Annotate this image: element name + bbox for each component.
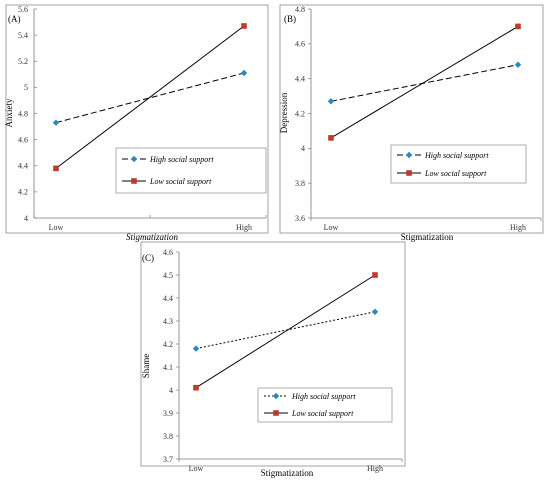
y-axis-label: Anxiety: [4, 98, 14, 127]
legend-marker-1: [406, 170, 412, 176]
y-tick-label: 5.6: [18, 5, 28, 14]
data-point-1: [515, 23, 521, 30]
y-tick-label: 4.3: [163, 317, 173, 326]
y-tick-label: 5.4: [18, 31, 28, 40]
data-point-1: [328, 135, 334, 141]
legend-label-1: Low social support: [424, 169, 487, 178]
chart-frame: [5, 4, 269, 234]
legend-marker-0: [272, 392, 280, 400]
legend-marker-1: [131, 178, 137, 184]
y-tick-label: 4.8: [295, 5, 305, 14]
y-tick-label: 4.1: [163, 363, 173, 372]
legend-label-0: High social support: [149, 155, 214, 164]
y-tick-label: 4.4: [18, 162, 28, 171]
y-tick-label: 4.6: [295, 40, 305, 49]
y-tick-label: 4.4: [163, 294, 173, 303]
data-point-0: [52, 119, 60, 126]
x-axis-label: Stigmatization: [126, 232, 179, 242]
legend-label-0: High social support: [291, 392, 356, 401]
y-tick-label: 4: [169, 386, 173, 395]
chart-frame: [279, 4, 544, 234]
y-tick-label: 4.6: [163, 248, 173, 257]
data-point-1: [53, 165, 59, 172]
legend-box: [390, 144, 527, 184]
data-point-0: [327, 98, 335, 105]
y-tick-label: 5: [24, 83, 28, 92]
y-tick-label: 4: [301, 144, 305, 153]
x-axis-label: Stigmatization: [401, 232, 454, 242]
y-axis-label: Depression: [279, 92, 289, 133]
x-tick-label: High: [236, 223, 252, 232]
x-tick-label: High: [510, 223, 526, 232]
legend-label-1: Low social support: [149, 177, 212, 186]
chart-panel-1: 3.6 3.8 4 4.2 4.4 4.6 4.8 Low High (B) Stigmatizat…: [279, 4, 544, 242]
data-point-1: [372, 272, 378, 278]
y-tick-label: 3.6: [295, 214, 305, 223]
panel-label: (A): [8, 14, 21, 24]
data-point-0: [192, 345, 200, 352]
y-tick-label: 4: [24, 214, 28, 223]
series-line-0: [330, 64, 519, 102]
legend-box: [257, 387, 393, 423]
chart-panel-2: 3.7 3.8 3.9 4 4.1 4.2 4.3 4.4 4.5 4.6 Low High (C) St…: [140, 241, 406, 478]
x-tick-label: Low: [189, 464, 204, 473]
panel-label: (C): [142, 253, 154, 263]
data-point-1: [241, 23, 247, 29]
y-axis-label: Shame: [141, 354, 151, 379]
y-tick-label: 3.7: [163, 455, 173, 464]
chart-frame: [140, 241, 406, 467]
y-tick-label: 3.8: [295, 179, 305, 188]
panel-label: (B): [284, 14, 296, 24]
y-tick-label: 4.8: [18, 109, 28, 118]
series-line-1: [195, 274, 376, 389]
y-tick-label: 4.4: [295, 74, 305, 83]
x-tick-label: Low: [324, 223, 339, 232]
legend-box: [115, 147, 267, 194]
y-tick-label: 5.2: [18, 57, 28, 66]
y-tick-label: 4.5: [163, 271, 173, 280]
y-tick-label: 4.6: [18, 135, 28, 144]
series-line-1: [55, 25, 245, 169]
x-axis-label: Stigmatization: [261, 468, 314, 478]
y-tick-label: 4.2: [295, 109, 305, 118]
y-tick-label: 4.2: [18, 188, 28, 197]
y-tick-label: 4.2: [163, 340, 173, 349]
data-point-1: [193, 384, 199, 391]
legend-label-1: Low social support: [291, 409, 354, 418]
legend-marker-0: [405, 151, 413, 159]
legend-marker-0: [130, 155, 138, 163]
x-tick-label: Low: [49, 223, 64, 232]
x-tick-label: High: [367, 464, 383, 473]
series-line-1: [330, 25, 519, 139]
data-point-0: [514, 61, 522, 68]
y-tick-label: 3.9: [163, 409, 173, 418]
y-tick-label: 3.8: [163, 432, 173, 441]
chart-panel-0: 4 4.2 4.4 4.6 4.8 5 5.2 5.4 5.6 Low High (A) Stigmat…: [4, 4, 269, 242]
data-point-0: [240, 69, 248, 77]
legend-marker-1: [273, 410, 279, 416]
data-point-0: [371, 308, 379, 315]
legend-label-0: High social support: [424, 151, 489, 160]
series-line-0: [55, 72, 245, 124]
series-line-0: [195, 311, 376, 350]
